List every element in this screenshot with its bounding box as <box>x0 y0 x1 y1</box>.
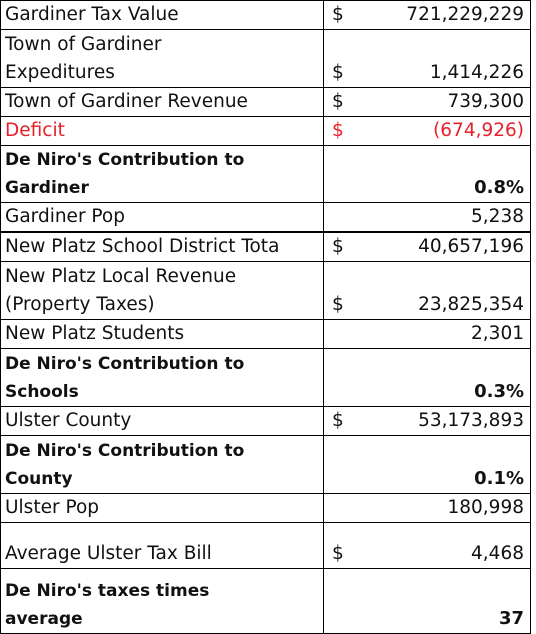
row-label: Deficit <box>5 120 65 141</box>
row-value: 721,229,229 <box>362 0 531 30</box>
table-row: Ulster Pop 180,998 <box>0 493 531 523</box>
row-label: New Platz School District Tota <box>5 236 280 257</box>
row-label: Town of Gardiner Revenue <box>5 91 248 112</box>
table-row: De Niro's Contribution to Gardiner 0.8% <box>0 145 531 203</box>
row-label-cell: Town of Gardiner Expeditures <box>0 29 324 88</box>
row-label-cell: New Platz Local Revenue (Property Taxes) <box>0 261 324 320</box>
row-value: 53,173,893 <box>362 406 531 436</box>
row-label: Gardiner <box>5 178 89 198</box>
table-row: De Niro's taxes times average 37 <box>0 568 531 634</box>
row-value: 0.1% <box>362 435 531 494</box>
row-label: De Niro's Contribution to <box>5 150 245 170</box>
row-label: Town of Gardiner <box>5 34 162 55</box>
row-label: County <box>5 469 73 489</box>
row-value: 1,414,226 <box>362 29 531 88</box>
row-value: 5,238 <box>362 202 531 233</box>
row-value: (674,926) <box>362 116 531 146</box>
row-label-cell: Gardiner Tax Value <box>0 0 324 30</box>
row-value: 40,657,196 <box>362 231 531 262</box>
row-value: 2,301 <box>362 319 531 349</box>
row-label: Expeditures <box>5 62 115 83</box>
currency-symbol: $ <box>323 87 362 117</box>
empty-cell <box>323 348 362 407</box>
table-row: De Niro's Contribution to Schools 0.3% <box>0 348 531 407</box>
row-label: Ulster County <box>5 410 132 431</box>
table-row: Town of Gardiner Expeditures $1,414,226 <box>0 29 531 88</box>
row-value: 180,998 <box>362 493 531 523</box>
row-label: Schools <box>5 382 79 402</box>
row-label-cell: Town of Gardiner Revenue <box>0 87 324 117</box>
row-label: New Platz Students <box>5 323 185 344</box>
table-row: Deficit $ (674,926) <box>0 116 531 146</box>
currency-symbol: $ <box>323 116 362 146</box>
table-row: De Niro's Contribution to County 0.1% <box>0 435 531 494</box>
row-label-cell: Gardiner Pop <box>0 202 324 233</box>
row-value: 0.8% <box>362 145 531 203</box>
row-label-cell: New Platz School District Tota <box>0 231 324 262</box>
table-row: New Platz Students 2,301 <box>0 319 531 349</box>
table-row: Ulster County $53,173,893 <box>0 406 531 436</box>
empty-cell <box>323 319 362 349</box>
empty-cell <box>323 145 362 203</box>
row-label-cell: De Niro's Contribution to Schools <box>0 348 324 407</box>
row-label: New Platz Local Revenue <box>5 266 237 287</box>
row-value: 4,468 <box>362 522 531 569</box>
row-label: (Property Taxes) <box>5 294 155 315</box>
empty-cell <box>323 568 362 634</box>
row-label-cell: Ulster Pop <box>0 493 324 523</box>
row-label-cell: De Niro's taxes times average <box>0 568 324 634</box>
row-label-cell: De Niro's Contribution to County <box>0 435 324 494</box>
row-label-cell: De Niro's Contribution to Gardiner <box>0 145 324 203</box>
table-row: Average Ulster Tax Bill $4,468 <box>0 522 531 569</box>
empty-cell <box>323 493 362 523</box>
table-row: Gardiner Pop 5,238 <box>0 202 531 233</box>
currency-symbol: $ <box>323 406 362 436</box>
row-value: 37 <box>362 568 531 634</box>
table-row: New Platz Local Revenue (Property Taxes) $… <box>0 261 531 320</box>
row-label: Gardiner Tax Value <box>5 4 179 25</box>
empty-cell <box>323 435 362 494</box>
row-label: Average Ulster Tax Bill <box>5 543 212 564</box>
row-label: De Niro's Contribution to <box>5 354 245 374</box>
row-label: De Niro's taxes times <box>5 581 210 601</box>
empty-cell <box>323 202 362 233</box>
row-label: Ulster Pop <box>5 497 99 518</box>
currency-symbol: $ <box>323 231 362 262</box>
table-row: Gardiner Tax Value $721,229,229 <box>0 0 531 30</box>
row-label-cell: Average Ulster Tax Bill <box>0 522 324 569</box>
row-value: 0.3% <box>362 348 531 407</box>
row-label-cell: Deficit <box>0 116 324 146</box>
row-value: 23,825,354 <box>362 261 531 320</box>
row-label: average <box>5 609 83 629</box>
currency-symbol: $ <box>323 0 362 30</box>
currency-symbol: $ <box>323 261 362 320</box>
row-label: Gardiner Pop <box>5 206 125 227</box>
table-row: Town of Gardiner Revenue $739,300 <box>0 87 531 117</box>
row-label-cell: Ulster County <box>0 406 324 436</box>
currency-symbol: $ <box>323 522 362 569</box>
table-row: New Platz School District Tota $40,657,19… <box>0 231 531 262</box>
row-value: 739,300 <box>362 87 531 117</box>
row-label: De Niro's Contribution to <box>5 441 245 461</box>
row-label-cell: New Platz Students <box>0 319 324 349</box>
currency-symbol: $ <box>323 29 362 88</box>
